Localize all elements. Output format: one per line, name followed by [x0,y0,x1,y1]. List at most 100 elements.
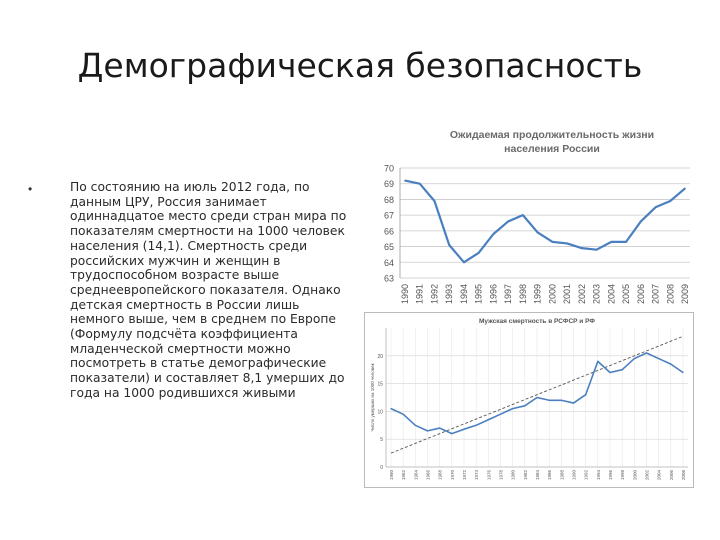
x-tick-label: 1996 [608,470,613,481]
data-point [404,179,406,182]
data-point [499,413,502,415]
x-tick-label: 1960 [389,470,394,481]
x-tick-label: 2000 [632,470,637,481]
data-point [595,248,598,251]
x-tick-label: 1994 [459,284,469,304]
data-point [581,247,583,249]
x-tick-label: 1968 [438,470,443,481]
x-tick-label: 2007 [651,284,661,304]
data-point [439,427,441,429]
data-point [536,396,538,399]
x-tick-label: 1997 [503,284,513,304]
body-paragraph: По состоянию на июль 2012 года, по данны… [70,180,347,400]
data-point [426,430,429,432]
trend-line [390,335,684,454]
x-tick-label: 2008 [665,284,675,304]
data-point [639,220,642,223]
x-tick-label: 1976 [486,470,491,481]
x-tick-label: 2006 [636,284,646,304]
data-point [548,399,550,401]
x-tick-label: 1986 [547,470,552,481]
x-tick-label: 1984 [535,470,540,481]
data-point [645,352,648,354]
x-tick-label: 2001 [562,284,572,304]
y-tick-label: 70 [384,164,394,174]
x-tick-label: 1978 [499,470,504,481]
data-point [597,360,599,362]
data-point [560,399,562,401]
x-tick-label: 1982 [523,470,528,481]
x-tick-label: 1974 [474,470,479,481]
data-point [451,433,453,435]
data-point [507,220,509,223]
x-tick-label: 1990 [400,284,410,304]
chart-title-line: населения России [504,143,600,155]
x-tick-label: 1994 [596,470,601,481]
y-tick-label: 65 [384,242,394,252]
x-tick-label: 2004 [657,470,662,481]
life-expectancy-chart: Ожидаемая продолжительность жизни населен… [384,129,690,304]
x-tick-label: 1966 [426,470,431,481]
data-point [633,357,635,360]
y-tick-label: 15 [377,382,383,388]
y-tick-label: 63 [384,274,394,284]
x-tick-label: 1998 [620,470,625,481]
x-tick-label: 1992 [429,284,439,304]
x-tick-label: 1999 [533,284,543,304]
x-tick-label: 1970 [450,470,455,481]
x-tick-label: 2005 [621,284,631,304]
x-tick-label: 1964 [413,470,418,481]
x-tick-label: 2004 [606,284,616,304]
data-point [477,252,480,254]
x-tick-label: 1996 [488,284,498,304]
chart-title: Мужская смертность в РСФСР и РФ [479,318,595,325]
y-tick-label: 10 [377,409,383,415]
data-point [682,371,684,374]
chart-frame [364,312,694,488]
data-point [475,424,477,426]
y-tick-label: 20 [377,354,383,360]
chart-title: Ожидаемая продолжительность жизни населен… [450,129,654,155]
x-tick-label: 1993 [444,284,454,304]
x-tick-label: 2003 [592,284,602,304]
x-tick-label: 2006 [669,470,674,481]
x-tick-label: 1992 [584,470,589,481]
male-mortality-chart: Мужская смертность в РСФСР и РФ 0 5 10 15 20 1… [364,312,694,488]
data-point [536,231,539,234]
x-tick-label: 2002 [577,284,587,304]
data-point [572,402,575,404]
y-axis-label: Число умерших на 1000 человек [370,363,375,431]
x-tick-label: 1962 [401,470,406,481]
data-point [418,182,421,185]
y-tick-label: 69 [384,179,394,189]
x-tick-label: 2002 [645,470,650,481]
data-point [669,200,672,202]
slide-title: Демографическая безопасность [77,46,643,85]
data-point [551,241,554,243]
data-point [566,242,568,245]
data-point [524,405,526,407]
data-point [684,187,686,190]
data-point [414,424,416,426]
y-tick-label: 68 [384,195,394,205]
data-point [433,200,436,202]
x-tick-label: 1988 [559,470,564,481]
data-point [448,244,451,246]
x-tick-label: 2000 [547,284,557,304]
x-tick-label: 1995 [474,284,484,304]
y-tick-label: 67 [384,211,394,221]
x-tick-label: 1972 [462,470,467,481]
x-tick-label: 1980 [511,470,516,481]
chart-title-line: Ожидаемая продолжительность жизни [450,129,654,141]
data-point [463,261,465,264]
data-point [658,357,660,360]
data-point [512,408,514,410]
x-tick-label: 2008 [681,470,686,481]
data-point [463,428,465,430]
data-point [492,233,495,235]
y-tick-label: 0 [380,465,383,471]
data-point [522,214,524,216]
y-tick-label: 64 [384,258,394,268]
data-point [609,371,611,374]
data-point [585,394,587,396]
